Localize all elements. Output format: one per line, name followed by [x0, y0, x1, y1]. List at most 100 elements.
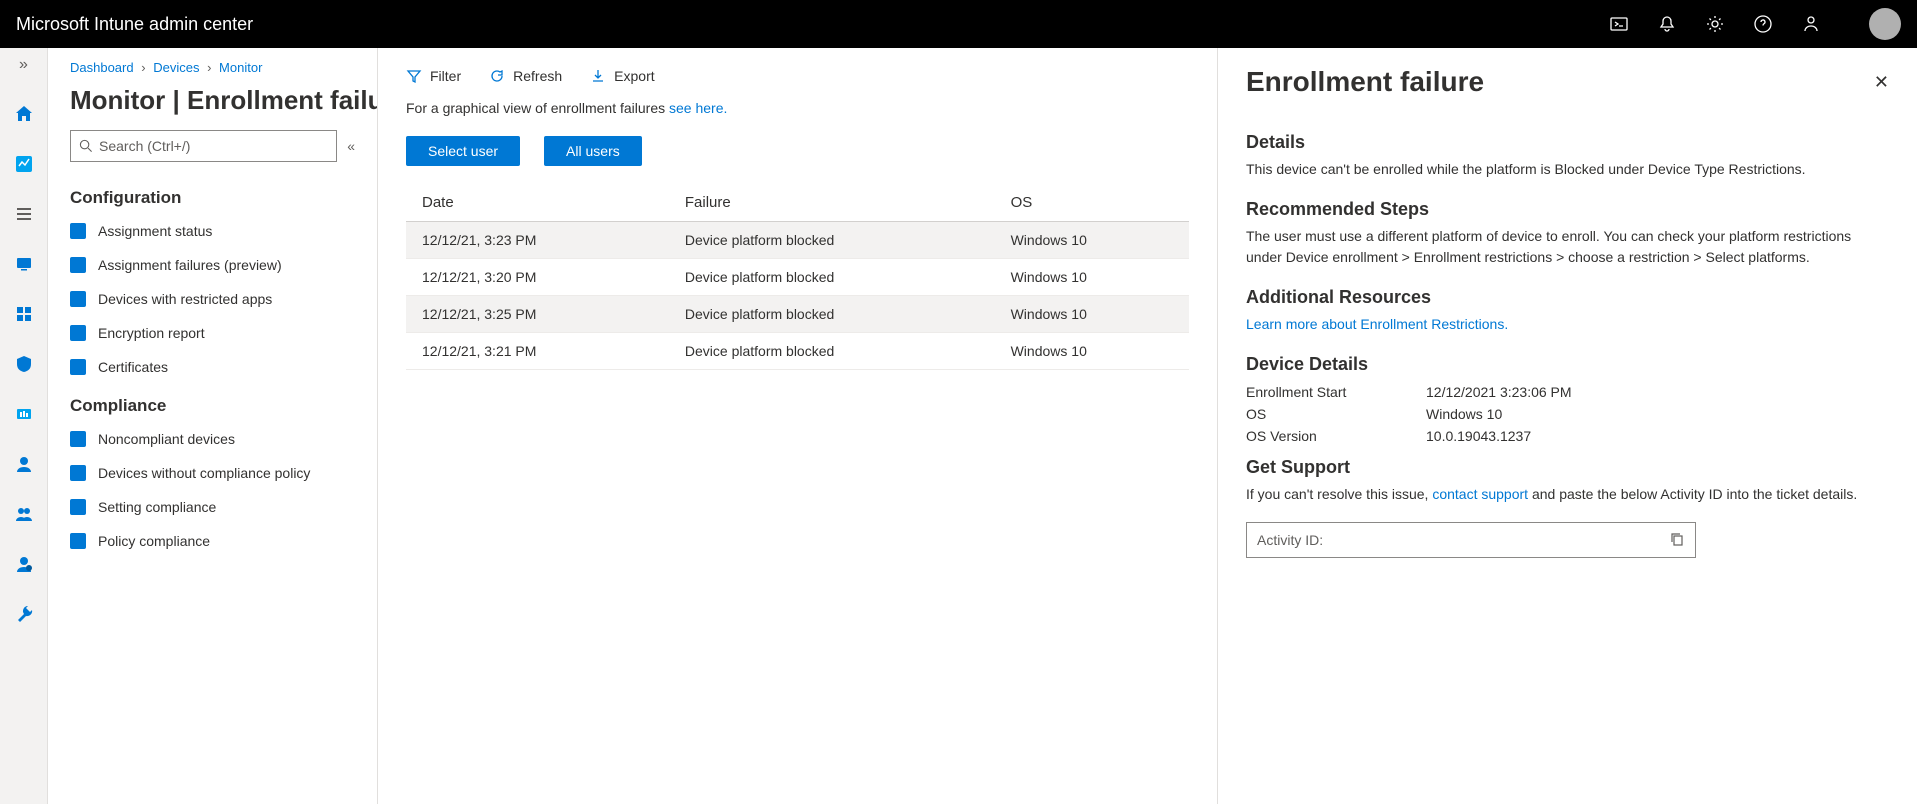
activity-id-field[interactable]: Activity ID:: [1246, 522, 1696, 558]
breadcrumb-devices[interactable]: Devices: [153, 60, 199, 75]
rail-troubleshoot-icon[interactable]: [8, 598, 40, 630]
failures-table: DateFailureOS 12/12/21, 3:23 PMDevice pl…: [406, 184, 1189, 370]
menu-item[interactable]: Assignment status: [48, 214, 377, 248]
menu-item-label: Policy compliance: [98, 533, 210, 549]
menu-item-label: Setting compliance: [98, 499, 216, 515]
rail-reports-icon[interactable]: [8, 398, 40, 430]
table-row[interactable]: 12/12/21, 3:25 PMDevice platform blocked…: [406, 296, 1189, 333]
contact-support-link[interactable]: contact support: [1432, 486, 1528, 502]
detail-value: Windows 10: [1426, 406, 1502, 422]
rail-toggle[interactable]: »: [19, 56, 28, 74]
menu-item[interactable]: Devices without compliance policy: [48, 456, 377, 490]
avatar[interactable]: [1869, 8, 1901, 40]
detail-label: OS: [1246, 406, 1426, 422]
collapse-menu-button[interactable]: «: [347, 138, 355, 154]
column-header[interactable]: OS: [995, 184, 1189, 222]
hint-text: For a graphical view of enrollment failu…: [406, 100, 1189, 116]
breadcrumb-dashboard[interactable]: Dashboard: [70, 60, 134, 75]
rail-home-icon[interactable]: [8, 98, 40, 130]
detail-label: Enrollment Start: [1246, 384, 1426, 400]
details-heading: Details: [1246, 132, 1889, 153]
rail-apps-icon[interactable]: [8, 298, 40, 330]
menu-item-icon: [70, 325, 86, 341]
menu-item[interactable]: Noncompliant devices: [48, 422, 377, 456]
search-icon: [79, 139, 93, 153]
flyout-panel: Enrollment failure ✕ Details This device…: [1217, 48, 1917, 804]
blade-menu: Dashboard › Devices › Monitor Monitor | …: [48, 48, 378, 804]
notifications-icon[interactable]: [1657, 14, 1677, 34]
menu-item-icon: [70, 431, 86, 447]
menu-item-icon: [70, 533, 86, 549]
search-placeholder: Search (Ctrl+/): [99, 138, 190, 154]
table-cell: Device platform blocked: [669, 222, 995, 259]
table-cell: 12/12/21, 3:21 PM: [406, 333, 669, 370]
rail-endpoint-icon[interactable]: [8, 348, 40, 380]
rail-tenant-icon[interactable]: [8, 548, 40, 580]
table-cell: Windows 10: [995, 333, 1189, 370]
toolbar: Filter Refresh Export: [406, 68, 1189, 84]
table-row[interactable]: 12/12/21, 3:20 PMDevice platform blocked…: [406, 259, 1189, 296]
page-title: Monitor | Enrollment failures: [48, 81, 377, 130]
menu-item[interactable]: Policy compliance: [48, 524, 377, 558]
export-button[interactable]: Export: [590, 68, 654, 84]
menu-item-icon: [70, 359, 86, 375]
menu-item-icon: [70, 257, 86, 273]
cloudshell-icon[interactable]: [1609, 14, 1629, 34]
rail-allservices-icon[interactable]: [8, 198, 40, 230]
table-cell: 12/12/21, 3:25 PM: [406, 296, 669, 333]
refresh-button[interactable]: Refresh: [489, 68, 562, 84]
learn-more-link[interactable]: Learn more about Enrollment Restrictions…: [1246, 316, 1508, 332]
breadcrumb-monitor[interactable]: Monitor: [219, 60, 262, 75]
menu-item-label: Devices without compliance policy: [98, 465, 310, 481]
filter-button[interactable]: Filter: [406, 68, 461, 84]
section-configuration: Configuration: [48, 176, 377, 214]
settings-icon[interactable]: [1705, 14, 1725, 34]
see-here-link[interactable]: see here.: [669, 100, 727, 116]
rail-devices-icon[interactable]: [8, 248, 40, 280]
table-row[interactable]: 12/12/21, 3:23 PMDevice platform blocked…: [406, 222, 1189, 259]
table-cell: Device platform blocked: [669, 259, 995, 296]
device-detail-row: OS Version10.0.19043.1237: [1246, 425, 1889, 447]
all-users-button[interactable]: All users: [544, 136, 642, 166]
menu-item[interactable]: Encryption report: [48, 316, 377, 350]
menu-item-icon: [70, 223, 86, 239]
menu-item-label: Devices with restricted apps: [98, 291, 272, 307]
feedback-icon[interactable]: [1801, 14, 1821, 34]
device-detail-row: OSWindows 10: [1246, 403, 1889, 425]
search-row: Search (Ctrl+/) «: [48, 130, 377, 176]
table-cell: Device platform blocked: [669, 296, 995, 333]
close-icon[interactable]: ✕: [1874, 72, 1889, 93]
support-heading: Get Support: [1246, 457, 1889, 478]
brand: Microsoft Intune admin center: [16, 14, 253, 35]
search-input[interactable]: Search (Ctrl+/): [70, 130, 337, 162]
menu-item[interactable]: Certificates: [48, 350, 377, 384]
menu-item-icon: [70, 499, 86, 515]
resources-heading: Additional Resources: [1246, 287, 1889, 308]
help-icon[interactable]: [1753, 14, 1773, 34]
filter-icon: [406, 68, 422, 84]
menu-item[interactable]: Assignment failures (preview): [48, 248, 377, 282]
rail-dashboard-icon[interactable]: [8, 148, 40, 180]
menu-item[interactable]: Setting compliance: [48, 490, 377, 524]
column-header[interactable]: Date: [406, 184, 669, 222]
rail-users-icon[interactable]: [8, 448, 40, 480]
menu-item[interactable]: Devices with restricted apps: [48, 282, 377, 316]
rail-groups-icon[interactable]: [8, 498, 40, 530]
export-icon: [590, 68, 606, 84]
user-filter-row: Select user All users: [406, 136, 1189, 166]
select-user-button[interactable]: Select user: [406, 136, 520, 166]
column-header[interactable]: Failure: [669, 184, 995, 222]
table-row[interactable]: 12/12/21, 3:21 PMDevice platform blocked…: [406, 333, 1189, 370]
flyout-title: Enrollment failure: [1246, 66, 1484, 98]
content: Filter Refresh Export For a graphical vi…: [378, 48, 1217, 804]
breadcrumb: Dashboard › Devices › Monitor: [48, 60, 377, 81]
menu-item-label: Assignment failures (preview): [98, 257, 282, 273]
topbar-icons: [1609, 8, 1901, 40]
steps-heading: Recommended Steps: [1246, 199, 1889, 220]
detail-label: OS Version: [1246, 428, 1426, 444]
menu-item-label: Assignment status: [98, 223, 212, 239]
menu-item-icon: [70, 291, 86, 307]
copy-icon[interactable]: [1669, 531, 1685, 550]
table-cell: Windows 10: [995, 296, 1189, 333]
flyout-header: Enrollment failure ✕: [1246, 66, 1889, 98]
